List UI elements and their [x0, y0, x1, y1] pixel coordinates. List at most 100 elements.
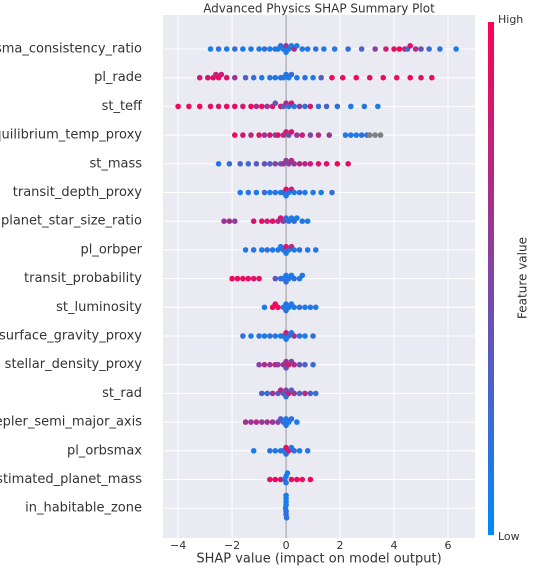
shap-dot	[291, 361, 297, 368]
shap-dot	[240, 132, 246, 138]
shap-dot	[307, 476, 314, 483]
shap-dot	[315, 161, 322, 167]
shap-dot	[226, 161, 233, 167]
shap-dot	[380, 74, 387, 81]
feature-label: st_rad	[102, 386, 142, 401]
colorbar-high: High	[498, 13, 523, 26]
shap-dot	[261, 361, 268, 368]
shap-dot	[323, 161, 330, 167]
shap-dot	[358, 132, 365, 138]
shap-dot	[299, 272, 306, 279]
shap-dot	[256, 132, 262, 138]
shap-dot	[277, 476, 284, 483]
shap-dot	[283, 479, 289, 486]
x-tick-label: 4	[391, 539, 398, 552]
feature-label: st_mass	[89, 156, 142, 171]
shap-dot	[348, 103, 354, 110]
shap-dot	[258, 419, 265, 425]
shap-dot	[412, 46, 419, 52]
feature-label: kepler_semi_major_axis	[0, 415, 142, 430]
shap-dot	[299, 46, 306, 52]
shap-dot	[302, 361, 308, 368]
shap-dot	[407, 74, 414, 81]
shap-dot	[307, 132, 314, 138]
shap-dot	[418, 74, 424, 81]
shap-dot	[321, 46, 327, 52]
shap-dot	[272, 448, 279, 454]
shap-dot	[296, 247, 303, 253]
shap-dot	[296, 361, 303, 368]
shap-dot	[231, 218, 238, 224]
shap-dot	[310, 74, 316, 81]
shap-dot	[294, 43, 300, 49]
shap-dot	[250, 275, 257, 282]
shap-dot	[302, 304, 308, 311]
shap-dot	[248, 419, 254, 425]
x-tick-label: −2	[224, 539, 240, 552]
shap-dot	[299, 218, 306, 224]
feature-label: surface_gravity_proxy	[0, 329, 142, 344]
shap-dot	[242, 419, 249, 425]
shap-dot	[231, 74, 238, 81]
shap-dot	[229, 275, 235, 282]
shap-dot	[348, 132, 354, 138]
shap-dot	[234, 275, 241, 282]
shap-dot	[269, 419, 276, 425]
shap-dot	[294, 419, 300, 425]
shap-dot	[296, 448, 303, 454]
shap-dot	[302, 161, 308, 167]
shap-dot	[291, 275, 297, 282]
shap-dot	[253, 189, 260, 196]
shap-dot	[302, 390, 308, 397]
shap-dot	[307, 103, 314, 110]
feature-label: estimated_planet_mass	[0, 472, 142, 487]
shap-dot	[429, 74, 435, 81]
shap-dot	[267, 448, 273, 454]
shap-dot	[267, 361, 273, 368]
shap-dot	[310, 333, 316, 339]
shap-dot	[310, 361, 316, 368]
shap-dot	[275, 132, 281, 138]
feature-label: planet_star_size_ratio	[1, 214, 142, 229]
shap-dot	[272, 333, 279, 339]
shap-dot	[366, 74, 373, 81]
shap-dot	[353, 132, 360, 138]
feature-label: pl_rade	[94, 70, 142, 85]
shap-dot	[291, 189, 297, 196]
x-tick-label: 6	[445, 539, 452, 552]
shap-dot	[288, 129, 295, 135]
shap-dot	[258, 74, 265, 81]
shap-dot	[358, 46, 365, 52]
shap-dot	[323, 103, 330, 110]
shap-dot	[272, 161, 279, 167]
shap-dot	[275, 361, 281, 368]
shap-dot	[275, 304, 281, 311]
shap-dot	[240, 275, 246, 282]
shap-dot	[272, 275, 279, 282]
shap-dot	[264, 218, 270, 224]
x-tick-label: 2	[337, 539, 344, 552]
shap-dot	[261, 46, 268, 52]
shap-dot	[315, 103, 322, 110]
shap-dot	[215, 161, 222, 167]
shap-dot	[272, 189, 279, 196]
shap-dot	[310, 189, 316, 196]
shap-dot	[366, 132, 373, 138]
shap-dot	[288, 416, 295, 422]
shap-dot	[326, 132, 333, 138]
shap-dot	[258, 247, 265, 253]
shap-dot	[248, 103, 254, 110]
shap-dot	[269, 247, 276, 253]
shap-dot	[396, 46, 403, 52]
shap-dot	[240, 46, 246, 52]
shap-dot	[307, 161, 314, 167]
shap-dot	[407, 43, 414, 49]
feature-label: st_luminosity	[56, 300, 142, 315]
shap-dot	[372, 46, 378, 52]
shap-dot	[437, 46, 443, 52]
shap-dot	[223, 74, 230, 81]
shap-dot	[302, 333, 308, 339]
shap-dot	[453, 46, 459, 52]
shap-dot	[318, 189, 324, 196]
shap-dot	[315, 132, 322, 138]
